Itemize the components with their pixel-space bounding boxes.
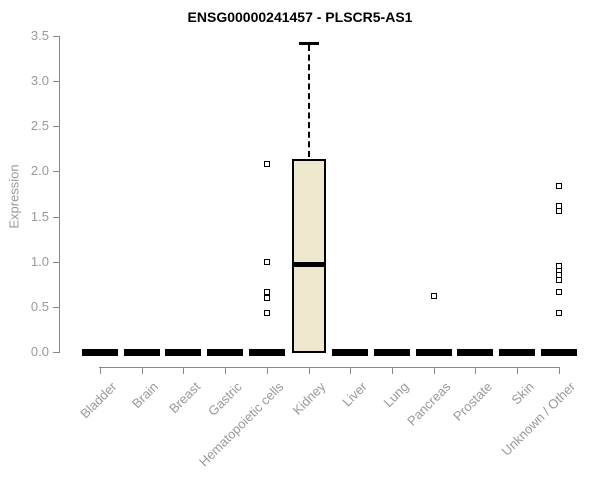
box-unknown-other [540, 348, 577, 356]
x-axis-label-skin: Skin [508, 379, 537, 408]
x-axis-label-liver: Liver [339, 379, 370, 410]
x-axis-label-breast: Breast [165, 379, 204, 417]
x-axis-tick [475, 367, 477, 374]
y-axis-line [59, 36, 60, 353]
box-liver [332, 348, 369, 356]
y-axis-tick-label: 0.5 [30, 298, 49, 314]
box-brain [123, 348, 160, 356]
outlier-point-hematopoietic-cells [263, 294, 270, 301]
box-pancreas [415, 348, 452, 356]
y-axis-tick [53, 35, 59, 37]
x-axis-label-kidney: Kidney [289, 379, 329, 418]
y-axis-tick [53, 306, 59, 308]
box-skin [499, 348, 536, 356]
outlier-point-unknown-other [555, 310, 562, 317]
box-breast [165, 348, 202, 356]
y-axis-tick [53, 216, 59, 218]
x-axis-tick [350, 367, 352, 374]
x-axis-label-gastric: Gastric [205, 379, 245, 419]
y-axis-tick-label: 2.5 [30, 118, 49, 134]
x-axis-line [99, 367, 560, 368]
y-axis-tick-label: 3.5 [30, 27, 49, 43]
y-axis-tick-label: 3.0 [30, 73, 49, 89]
x-axis-label-bladder: Bladder [77, 379, 120, 422]
outlier-point-unknown-other [555, 208, 562, 215]
box-hematopoietic-cells [248, 348, 285, 356]
y-axis-tick [53, 261, 59, 263]
x-axis-label-brain: Brain [129, 379, 162, 412]
x-axis-tick [558, 367, 560, 374]
y-axis-tick-label: 1.0 [30, 253, 49, 269]
whisker-cap-kidney [298, 42, 319, 46]
x-axis-tick [100, 367, 101, 374]
x-axis-label-prostate: Prostate [450, 379, 496, 424]
box-kidney [291, 158, 326, 354]
box-gastric [207, 348, 244, 356]
x-axis-tick [225, 367, 227, 374]
outlier-point-unknown-other [555, 182, 562, 189]
outlier-point-hematopoietic-cells [263, 258, 270, 265]
y-axis-tick-label: 1.5 [30, 208, 49, 224]
whisker-kidney [307, 45, 310, 157]
x-axis-label-unknown-other: Unknown / Other [498, 379, 579, 459]
y-axis-tick-label: 2.0 [30, 163, 49, 179]
x-axis-tick [392, 367, 394, 374]
x-axis-tick [183, 367, 185, 374]
x-axis-tick [517, 367, 519, 374]
outlier-point-unknown-other [555, 276, 562, 283]
box-prostate [457, 348, 494, 356]
box-bladder [82, 348, 118, 356]
x-axis-label-pancreas: Pancreas [403, 379, 454, 429]
box-lung [374, 348, 411, 356]
y-axis-tick [53, 171, 59, 173]
x-axis-label-lung: Lung [380, 379, 412, 411]
y-axis-tick [53, 126, 59, 128]
outlier-point-hematopoietic-cells [263, 161, 270, 168]
outlier-point-hematopoietic-cells [263, 310, 270, 317]
y-axis-tick [53, 352, 59, 353]
outlier-point-unknown-other [555, 289, 562, 296]
y-axis-tick [53, 81, 59, 83]
x-axis-tick [141, 367, 143, 374]
outlier-point-pancreas [430, 293, 437, 299]
x-axis-tick [433, 367, 435, 374]
x-axis-tick [308, 367, 310, 374]
x-axis-tick [266, 367, 268, 374]
median-kidney [291, 261, 326, 267]
y-axis-tick-label: 0.0 [30, 344, 49, 359]
chart-title: ENSG00000241457 - PLSCR5-AS1 [187, 9, 413, 25]
